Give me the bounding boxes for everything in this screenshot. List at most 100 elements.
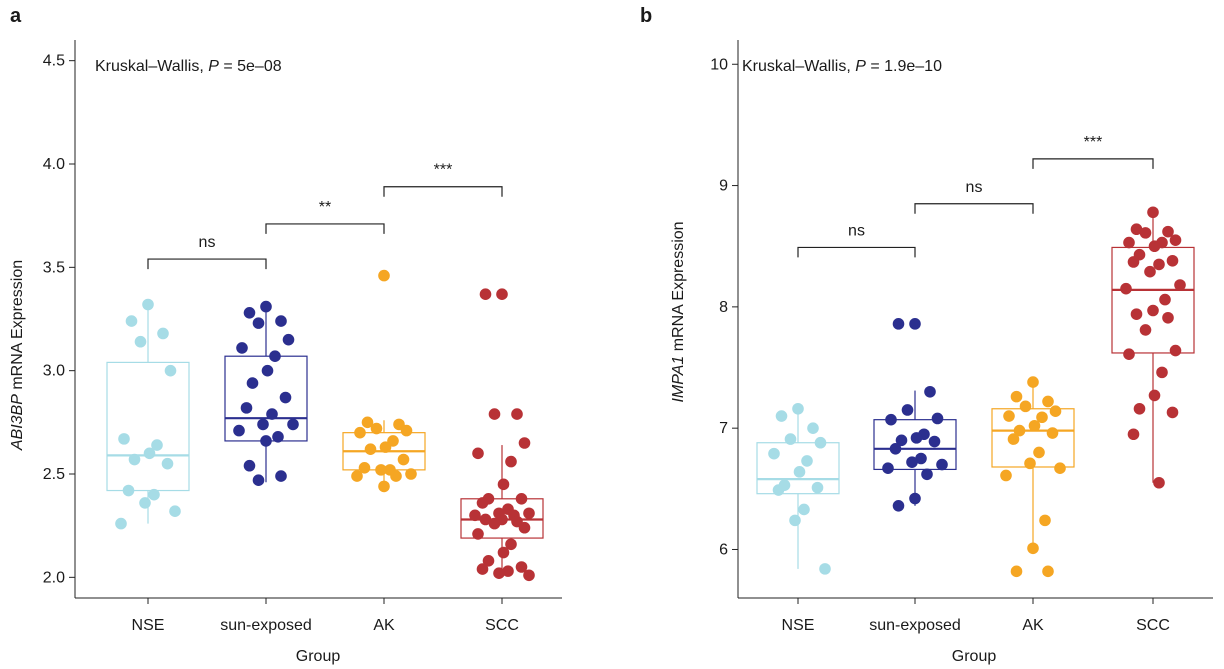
data-point — [1156, 366, 1168, 379]
data-point — [772, 484, 785, 496]
data-point — [1046, 427, 1059, 439]
data-point — [157, 327, 169, 340]
data-point — [1054, 462, 1066, 475]
data-point — [1148, 240, 1161, 253]
data-point — [1010, 390, 1023, 403]
data-point — [1027, 542, 1039, 555]
data-point — [1166, 254, 1179, 267]
box-SCC — [1111, 212, 1195, 483]
bracket-line — [383, 186, 503, 197]
data-point — [885, 413, 897, 426]
data-point — [1013, 424, 1026, 437]
data-point — [260, 435, 272, 447]
data-point — [1019, 400, 1032, 413]
bracket-line — [797, 246, 916, 258]
significance-label: ** — [319, 199, 331, 216]
data-point — [1144, 265, 1156, 278]
data-point — [390, 470, 402, 482]
data-point — [370, 422, 383, 435]
data-point — [252, 474, 265, 487]
box-iqr — [873, 419, 957, 471]
data-point — [1039, 514, 1051, 527]
data-point — [287, 418, 299, 431]
data-point — [1007, 433, 1020, 445]
data-point — [515, 561, 528, 573]
data-point — [266, 408, 278, 420]
data-point — [243, 459, 256, 472]
data-point — [1000, 469, 1012, 482]
data-point — [282, 333, 295, 346]
data-point — [768, 447, 780, 460]
data-point — [1169, 234, 1182, 246]
data-point — [505, 455, 517, 468]
data-point — [910, 432, 923, 444]
data-point — [164, 364, 177, 377]
significance-bracket: ns — [797, 222, 916, 258]
data-point — [1024, 457, 1036, 470]
data-point — [1049, 405, 1062, 417]
data-point — [488, 408, 501, 420]
significance-label: ns — [966, 179, 983, 196]
panel-a: a Kruskal–Wallis, P = 5e–08 Group ABI3BP… — [9, 5, 562, 665]
data-point — [1120, 282, 1132, 295]
data-point — [240, 402, 253, 414]
significance-bracket: ns — [914, 179, 1034, 214]
data-point — [1166, 406, 1179, 419]
data-point — [148, 488, 160, 501]
data-point — [261, 364, 274, 377]
data-point — [1123, 236, 1135, 249]
data-point — [469, 509, 481, 522]
data-point — [493, 567, 505, 579]
data-point — [378, 269, 390, 282]
data-point — [378, 480, 390, 493]
data-point — [139, 497, 151, 509]
data-point — [275, 315, 287, 327]
data-point — [397, 453, 410, 466]
data-point — [1139, 227, 1152, 239]
data-point — [279, 391, 292, 404]
data-point — [1042, 395, 1054, 408]
data-point — [814, 436, 827, 449]
data-point — [1027, 376, 1039, 388]
data-point — [497, 546, 510, 559]
data-point — [405, 468, 417, 480]
box-sun-exposed — [873, 390, 957, 506]
data-point — [511, 408, 523, 420]
y-tick-label: 3.0 — [43, 363, 65, 380]
bracket-line — [1032, 158, 1154, 169]
data-point — [921, 468, 933, 481]
data-point — [1127, 428, 1140, 441]
data-point — [895, 434, 908, 447]
data-point — [243, 307, 256, 319]
data-point — [143, 447, 156, 460]
data-point — [784, 433, 797, 445]
data-point — [523, 507, 535, 520]
data-point — [1147, 304, 1159, 317]
data-point — [1162, 311, 1174, 324]
data-point — [476, 563, 489, 575]
data-point — [518, 437, 531, 449]
data-point — [1159, 293, 1171, 306]
data-point — [479, 288, 492, 301]
data-point — [1127, 256, 1140, 268]
data-point — [275, 470, 287, 482]
significance-bracket: ns — [147, 234, 267, 270]
data-point — [901, 404, 914, 416]
data-point — [233, 424, 245, 437]
data-point — [1123, 348, 1135, 360]
data-point — [915, 452, 927, 465]
data-point — [482, 555, 495, 567]
data-point — [472, 528, 484, 540]
significance-label: *** — [1084, 134, 1103, 151]
data-point — [1169, 344, 1182, 357]
data-point — [134, 335, 147, 348]
data-point — [364, 443, 377, 456]
data-point — [789, 514, 801, 527]
data-point — [1130, 308, 1143, 320]
data-point — [1139, 324, 1152, 336]
y-axis-title-b: IMPA1 mRNA Expression — [670, 221, 687, 402]
data-point — [351, 470, 363, 482]
box-NSE — [756, 408, 840, 569]
significance-bracket: ** — [265, 199, 385, 234]
